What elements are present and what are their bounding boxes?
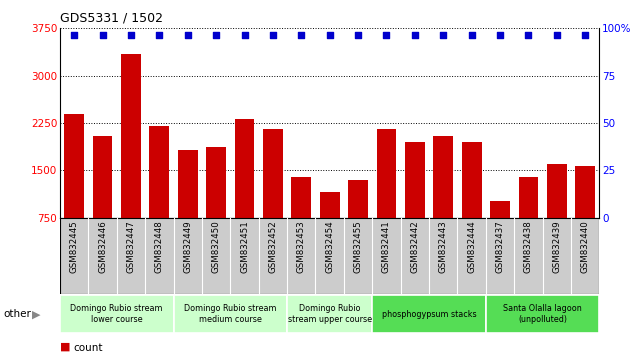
Text: GSM832437: GSM832437 — [495, 220, 505, 273]
Bar — [64, 114, 84, 265]
Point — [211, 32, 221, 38]
Text: GSM832440: GSM832440 — [581, 220, 590, 273]
Bar — [433, 136, 453, 265]
Bar — [372, 295, 486, 333]
Text: ▶: ▶ — [32, 309, 40, 319]
Bar — [60, 218, 599, 294]
Text: Domingo Rubio stream
medium course: Domingo Rubio stream medium course — [184, 304, 276, 324]
Point — [97, 32, 107, 38]
Text: GSM832455: GSM832455 — [353, 220, 363, 273]
Point — [438, 32, 448, 38]
Bar — [121, 53, 141, 265]
Text: GSM832447: GSM832447 — [126, 220, 136, 273]
Bar — [575, 166, 595, 265]
Bar — [320, 192, 339, 265]
Point — [410, 32, 420, 38]
Text: GSM832445: GSM832445 — [69, 220, 79, 273]
Text: other: other — [3, 309, 31, 319]
Text: GSM832451: GSM832451 — [240, 220, 249, 273]
Text: count: count — [74, 343, 103, 353]
Bar — [93, 136, 112, 265]
Point — [183, 32, 193, 38]
Point — [466, 32, 476, 38]
Bar — [263, 129, 283, 265]
Text: GSM832448: GSM832448 — [155, 220, 164, 273]
Bar — [235, 119, 254, 265]
Point — [353, 32, 363, 38]
Text: GSM832453: GSM832453 — [297, 220, 306, 273]
Point — [324, 32, 334, 38]
Point — [580, 32, 590, 38]
Point — [296, 32, 306, 38]
Bar — [287, 295, 372, 333]
Text: GSM832446: GSM832446 — [98, 220, 107, 273]
Bar — [486, 295, 599, 333]
Point — [239, 32, 249, 38]
Bar — [174, 295, 287, 333]
Text: GSM832444: GSM832444 — [467, 220, 476, 273]
Bar — [519, 177, 538, 265]
Bar — [490, 201, 510, 265]
Text: Domingo Rubio stream
lower course: Domingo Rubio stream lower course — [71, 304, 163, 324]
Text: GDS5331 / 1502: GDS5331 / 1502 — [60, 12, 163, 25]
Bar — [292, 177, 311, 265]
Bar — [348, 180, 368, 265]
Text: GSM832449: GSM832449 — [183, 220, 192, 273]
Bar — [547, 164, 567, 265]
Text: GSM832439: GSM832439 — [552, 220, 562, 273]
Text: GSM832441: GSM832441 — [382, 220, 391, 273]
Bar — [178, 150, 198, 265]
Point — [381, 32, 391, 38]
Text: ■: ■ — [60, 342, 71, 352]
Bar — [206, 147, 226, 265]
Bar — [377, 129, 396, 265]
Bar — [150, 126, 169, 265]
Point — [69, 32, 80, 38]
Point — [126, 32, 136, 38]
Bar — [60, 295, 174, 333]
Text: GSM832454: GSM832454 — [325, 220, 334, 273]
Point — [551, 32, 562, 38]
Text: phosphogypsum stacks: phosphogypsum stacks — [382, 310, 476, 319]
Bar — [405, 142, 425, 265]
Text: GSM832450: GSM832450 — [211, 220, 221, 273]
Point — [523, 32, 533, 38]
Text: GSM832452: GSM832452 — [268, 220, 278, 273]
Point — [154, 32, 164, 38]
Text: GSM832438: GSM832438 — [524, 220, 533, 273]
Bar — [462, 142, 481, 265]
Text: Santa Olalla lagoon
(unpolluted): Santa Olalla lagoon (unpolluted) — [504, 304, 582, 324]
Text: Domingo Rubio
stream upper course: Domingo Rubio stream upper course — [288, 304, 372, 324]
Text: GSM832443: GSM832443 — [439, 220, 448, 273]
Point — [495, 32, 505, 38]
Text: GSM832442: GSM832442 — [410, 220, 420, 273]
Point — [268, 32, 278, 38]
